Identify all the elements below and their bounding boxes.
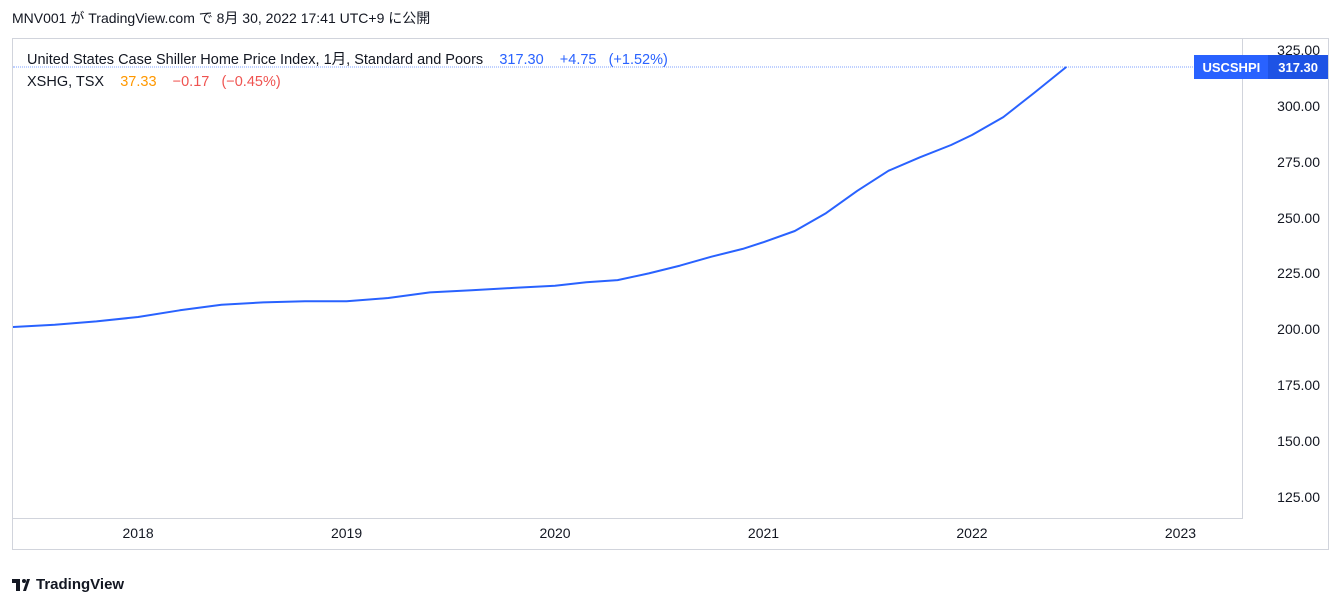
chart-plot-area[interactable]: United States Case Shiller Home Price In… <box>13 39 1243 519</box>
x-axis[interactable]: 2018 2019 2020 2021 2022 2023 <box>13 518 1243 549</box>
publish-info-header: MNV001 が TradingView.com で 8月 30, 2022 1… <box>0 0 1341 34</box>
x-axis-tick: 2023 <box>1165 525 1196 541</box>
tradingview-logo-icon <box>12 579 30 591</box>
y-axis-tick: 275.00 <box>1277 154 1320 170</box>
price-tag-symbol: USCSHPI <box>1194 55 1268 79</box>
y-axis-tick: 250.00 <box>1277 210 1320 226</box>
y-axis[interactable]: 125.00 150.00 175.00 200.00 225.00 250.00 275.… <box>1242 39 1328 519</box>
x-axis-tick: 2022 <box>956 525 987 541</box>
y-axis-tick: 150.00 <box>1277 433 1320 449</box>
y-axis-tick: 175.00 <box>1277 377 1320 393</box>
y-axis-tick: 225.00 <box>1277 265 1320 281</box>
tradingview-brand-text: TradingView <box>36 576 124 593</box>
chart-frame: United States Case Shiller Home Price In… <box>12 38 1329 550</box>
x-axis-tick: 2019 <box>331 525 362 541</box>
x-axis-tick: 2020 <box>539 525 570 541</box>
x-axis-tick: 2018 <box>123 525 154 541</box>
y-axis-tick: 200.00 <box>1277 321 1320 337</box>
last-price-tag: USCSHPI 317.30 <box>1194 57 1328 77</box>
y-axis-tick: 300.00 <box>1277 98 1320 114</box>
price-tag-value: 317.30 <box>1268 55 1328 79</box>
y-axis-tick: 125.00 <box>1277 489 1320 505</box>
publish-info-text: MNV001 が TradingView.com で 8月 30, 2022 1… <box>12 10 430 26</box>
price-line-chart <box>13 39 1243 519</box>
tradingview-watermark: TradingView <box>12 576 124 593</box>
x-axis-tick: 2021 <box>748 525 779 541</box>
